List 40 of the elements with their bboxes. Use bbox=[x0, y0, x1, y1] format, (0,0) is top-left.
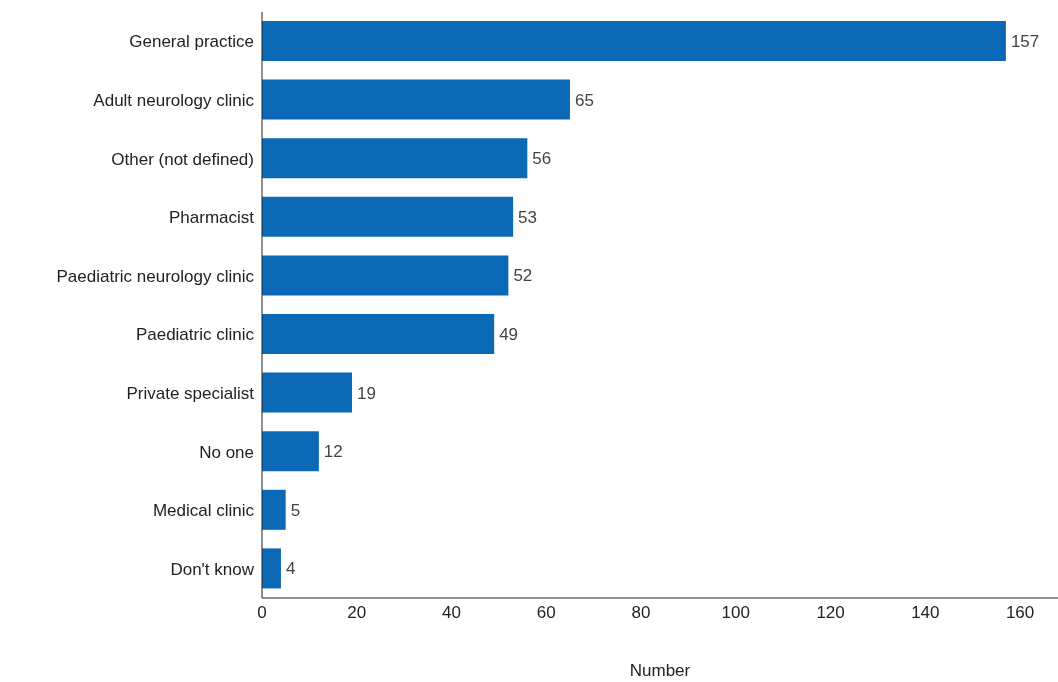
x-tick-label: 120 bbox=[816, 603, 845, 623]
bar bbox=[262, 21, 1006, 61]
y-tick-label: Don't know bbox=[170, 559, 255, 579]
bar bbox=[262, 255, 509, 296]
data-label: 19 bbox=[357, 383, 376, 403]
data-label: 4 bbox=[285, 559, 296, 579]
data-label: 12 bbox=[323, 442, 343, 462]
x-tick-label: 20 bbox=[347, 603, 367, 623]
x-tick-label: 160 bbox=[1005, 603, 1035, 623]
bar bbox=[262, 314, 495, 354]
bar bbox=[262, 548, 281, 589]
x-tick-label: 60 bbox=[536, 603, 556, 623]
data-label: 52 bbox=[513, 266, 533, 286]
y-tick-label: Other (not defined) bbox=[111, 149, 254, 169]
y-tick-label: Adult neurology clinic bbox=[93, 90, 255, 110]
y-tick-label: Pharmacist bbox=[168, 208, 255, 228]
y-tick-label: Medical clinic bbox=[152, 501, 255, 521]
bar bbox=[262, 79, 570, 120]
x-axis-title: Number bbox=[629, 661, 691, 680]
data-label: 56 bbox=[532, 149, 552, 169]
x-tick-label: 80 bbox=[631, 603, 651, 623]
x-tick-label: 40 bbox=[442, 603, 461, 623]
y-tick-label: Paediatric neurology clinic bbox=[56, 266, 255, 286]
data-label: 49 bbox=[499, 325, 519, 345]
x-tick-label: 0 bbox=[257, 603, 267, 623]
bar bbox=[262, 431, 319, 472]
bar bbox=[262, 138, 528, 179]
data-label: 157 bbox=[1010, 32, 1040, 52]
x-tick-label: 140 bbox=[911, 603, 940, 623]
data-label: 5 bbox=[290, 500, 301, 520]
y-tick-label: Paediatric clinic bbox=[135, 325, 255, 345]
y-tick-label: Private specialist bbox=[126, 383, 255, 403]
bar bbox=[262, 372, 353, 413]
data-label: 53 bbox=[518, 207, 538, 227]
x-tick-label: 100 bbox=[721, 603, 750, 623]
y-tick-label: No one bbox=[199, 442, 254, 462]
bar bbox=[262, 196, 514, 237]
data-label: 65 bbox=[574, 90, 594, 110]
bar bbox=[262, 489, 286, 530]
y-tick-label: General practice bbox=[129, 32, 254, 52]
